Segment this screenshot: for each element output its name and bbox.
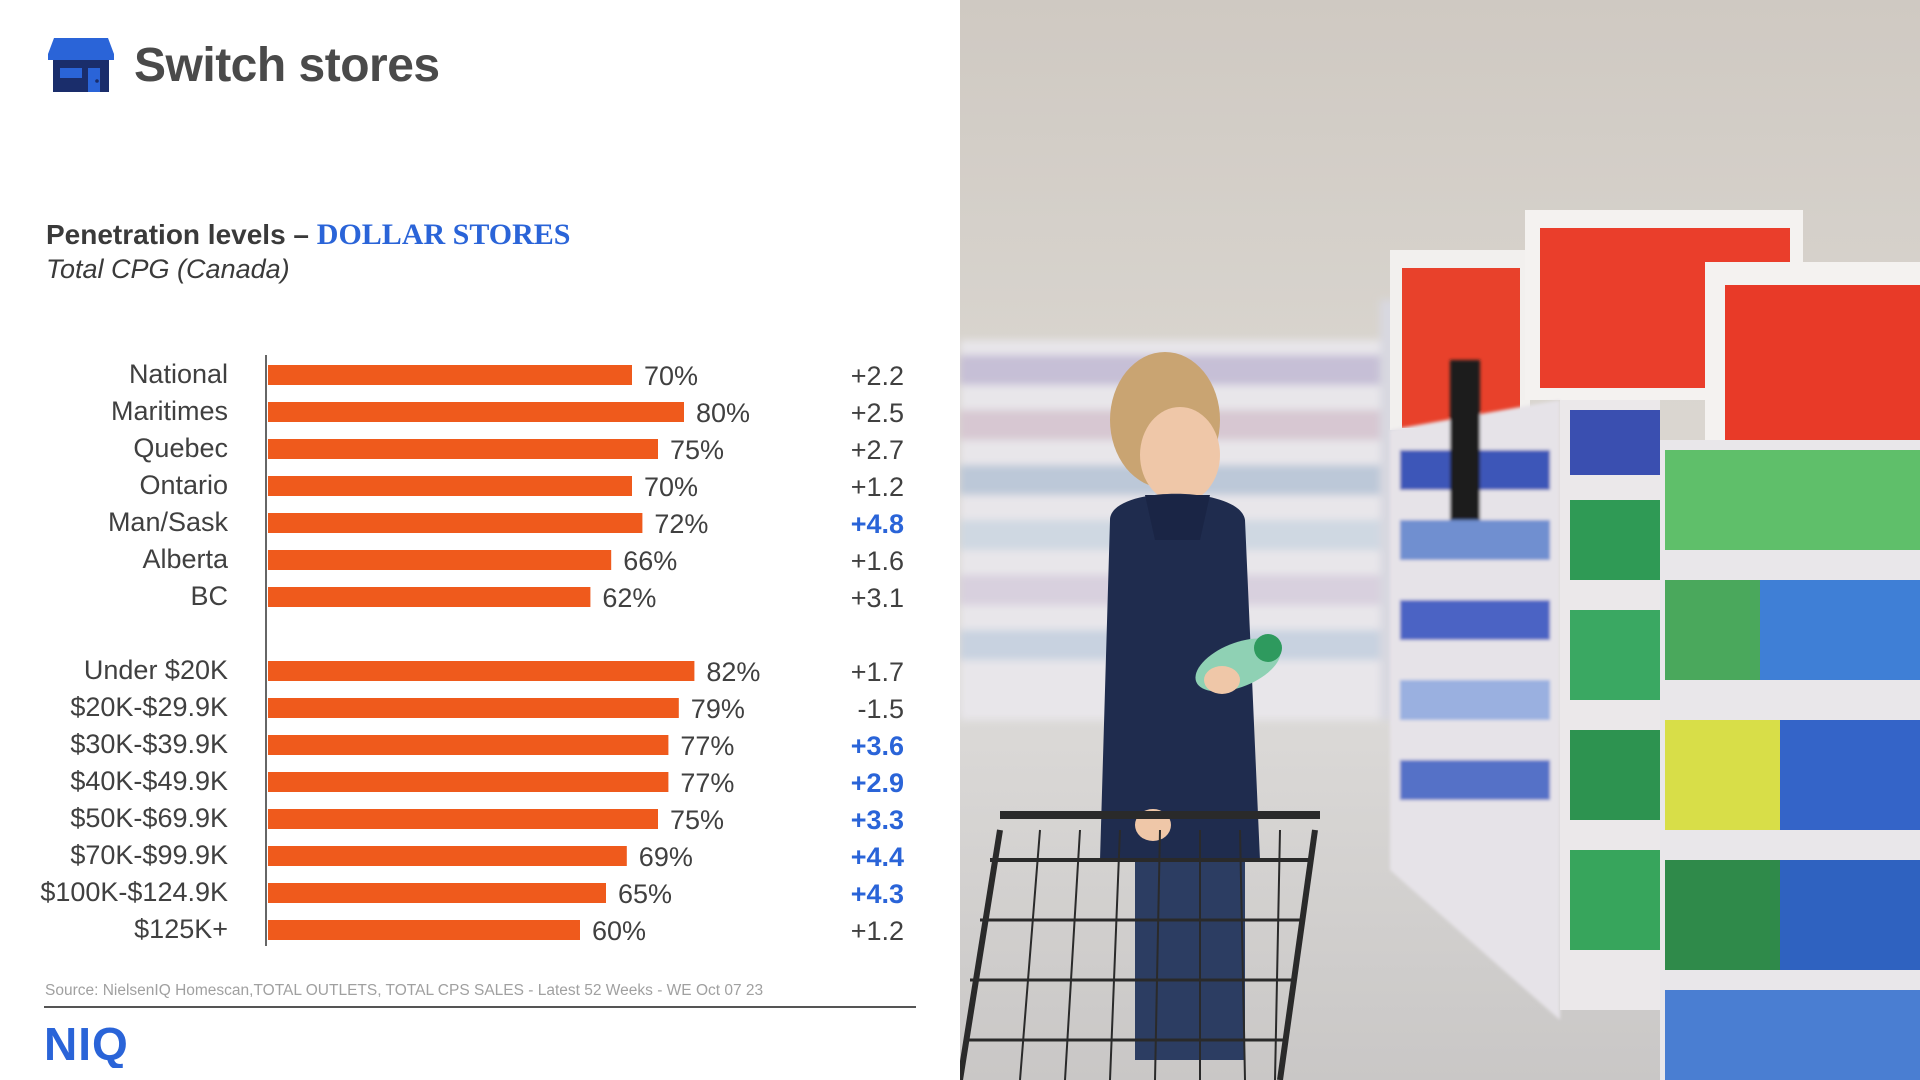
category-label: Man/Sask — [108, 507, 229, 537]
title-row: Switch stores — [48, 36, 440, 94]
change-label: +1.2 — [851, 472, 904, 502]
bar — [268, 920, 580, 940]
bar — [268, 661, 695, 681]
change-label: +1.7 — [851, 657, 904, 687]
category-label: $20K-$29.9K — [70, 692, 228, 722]
bar — [268, 476, 632, 496]
change-label: +3.6 — [851, 731, 904, 761]
category-label: $30K-$39.9K — [70, 729, 228, 759]
category-label: $100K-$124.9K — [40, 877, 228, 907]
niq-logo: NIQ — [44, 1020, 129, 1068]
category-label: Under $20K — [84, 655, 228, 685]
value-label: 77% — [680, 731, 734, 761]
store-icon — [48, 38, 114, 92]
value-label: 72% — [654, 509, 708, 539]
change-label: +3.1 — [851, 583, 904, 613]
page-title: Switch stores — [134, 38, 440, 92]
category-label: $125K+ — [134, 914, 228, 944]
category-label: Alberta — [142, 544, 229, 574]
slide-left-panel: Switch stores Penetration levels – DOLLA… — [40, 36, 916, 1068]
bar — [268, 365, 632, 385]
bar — [268, 587, 591, 607]
bar-chart: National 70% +2.2 Maritimes 80% +2.5 Quebec 75%… — [40, 355, 904, 946]
value-label: 75% — [670, 435, 724, 465]
chart-title-prefix: Penetration levels – — [46, 219, 317, 250]
value-label: 70% — [644, 361, 698, 391]
change-label: +1.2 — [851, 916, 904, 946]
category-label: Maritimes — [111, 396, 228, 426]
change-label: +2.5 — [851, 398, 904, 428]
value-label: 69% — [639, 842, 693, 872]
category-label: $50K-$69.9K — [70, 803, 228, 833]
bar — [268, 883, 606, 903]
value-label: 82% — [706, 657, 760, 687]
bar — [268, 402, 684, 422]
value-label: 77% — [680, 768, 734, 798]
value-label: 79% — [691, 694, 745, 724]
bar — [268, 846, 627, 866]
change-label: +2.9 — [851, 768, 904, 798]
value-label: 62% — [602, 583, 656, 613]
value-label: 66% — [623, 546, 677, 576]
chart-subtitle: Total CPG (Canada) — [46, 254, 290, 284]
bar — [268, 809, 658, 829]
value-label: 65% — [618, 879, 672, 909]
change-label: +4.4 — [851, 842, 904, 872]
category-label: Quebec — [133, 433, 228, 463]
source-note: Source: NielsenIQ Homescan,TOTAL OUTLETS… — [45, 982, 764, 999]
category-label: $70K-$99.9K — [70, 840, 228, 870]
footer-divider — [44, 1006, 916, 1008]
change-label: +1.6 — [851, 546, 904, 576]
value-label: 75% — [670, 805, 724, 835]
bar — [268, 513, 643, 533]
change-label: +3.3 — [851, 805, 904, 835]
shopper-illustration — [960, 0, 1920, 1080]
chart-title: Penetration levels – DOLLAR STORES — [46, 218, 571, 252]
category-label: Ontario — [139, 470, 228, 500]
value-label: 80% — [696, 398, 750, 428]
category-label: BC — [190, 581, 228, 611]
bar — [268, 439, 658, 459]
bar — [268, 550, 612, 570]
change-label: +4.8 — [851, 509, 904, 539]
bar — [268, 772, 669, 792]
change-label: -1.5 — [857, 694, 904, 724]
category-label: National — [129, 359, 228, 389]
change-label: +2.7 — [851, 435, 904, 465]
value-label: 60% — [592, 916, 646, 946]
value-label: 70% — [644, 472, 698, 502]
bar — [268, 698, 679, 718]
svg-text:NIQ: NIQ — [44, 1020, 129, 1068]
change-label: +4.3 — [851, 879, 904, 909]
chart-title-highlight: DOLLAR STORES — [316, 218, 571, 251]
category-label: $40K-$49.9K — [70, 766, 228, 796]
store-aisle-photo — [960, 0, 1920, 1080]
bar — [268, 735, 669, 755]
change-label: +2.2 — [851, 361, 904, 391]
